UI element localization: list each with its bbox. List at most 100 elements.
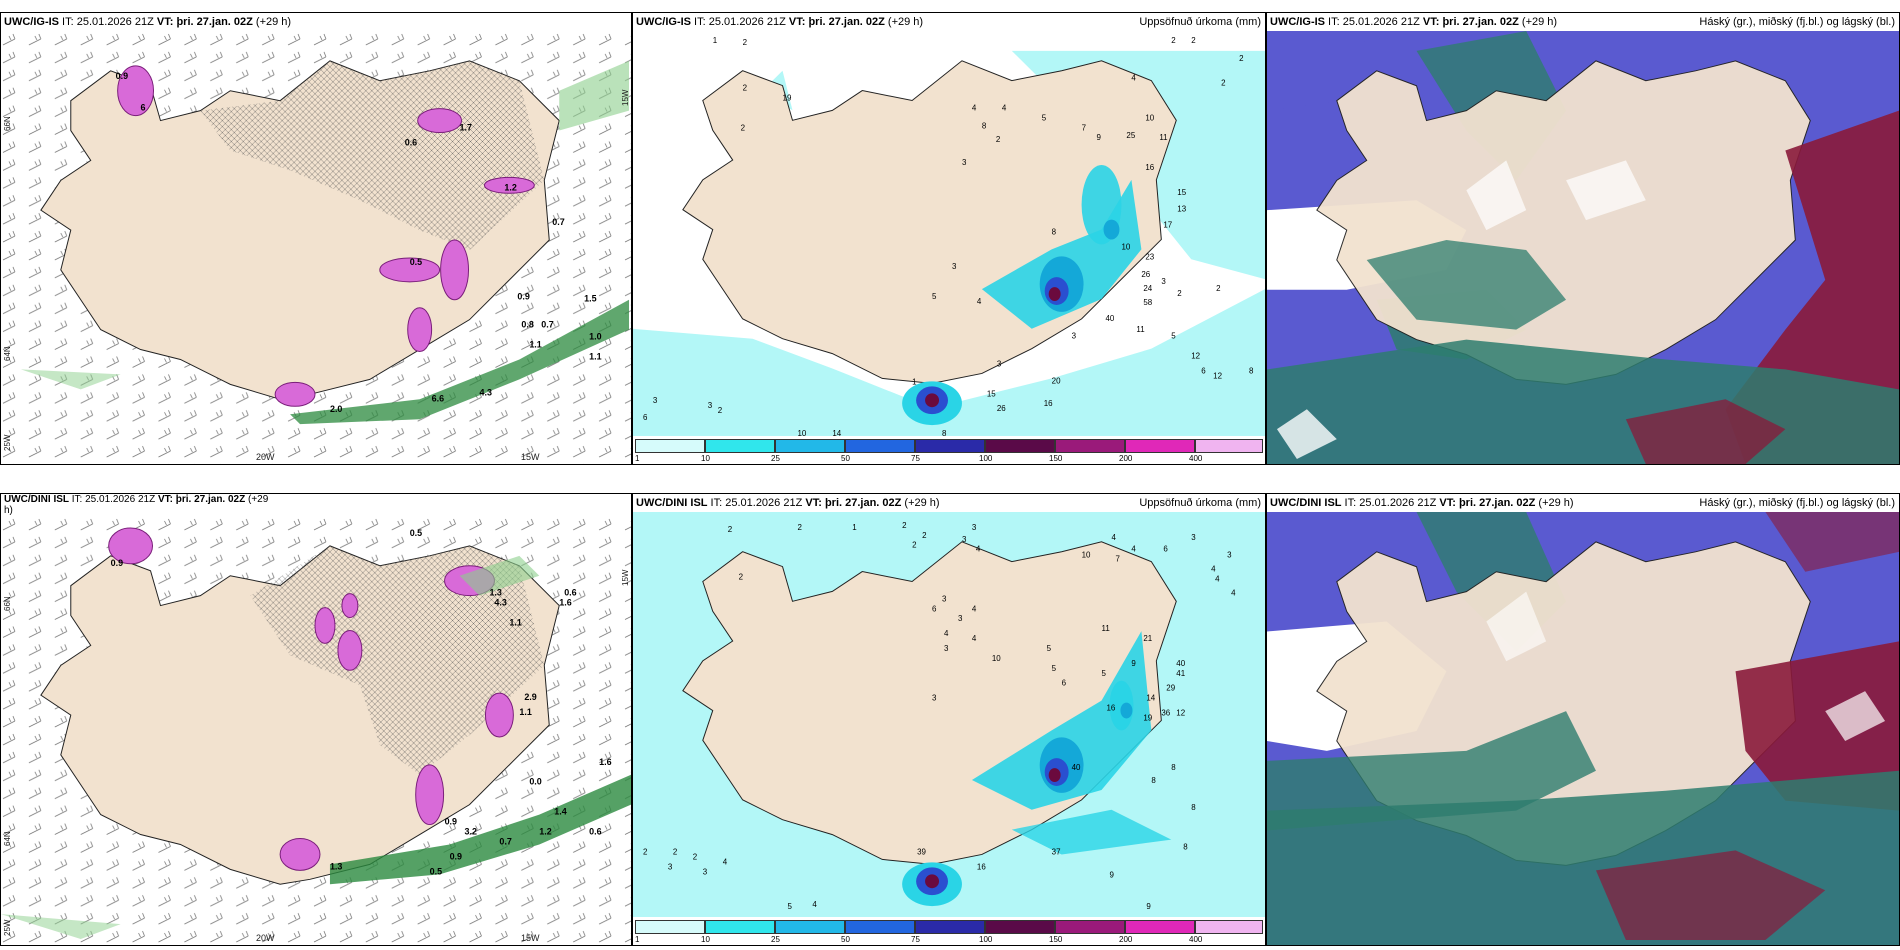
colorbar-tick: 200: [1119, 935, 1133, 944]
precip-map: 2 2 2 1 2 2 19 2 4 4 8 5 3 2 7 9 4 2 25 …: [633, 31, 1265, 436]
vt-label: VT:: [785, 16, 809, 28]
model-name: UWC/IG-IS: [4, 16, 59, 28]
init-time: 25.01.2026 21Z: [1359, 497, 1437, 509]
value-label: 2.0: [330, 404, 342, 414]
value-label: 1: [852, 523, 857, 532]
vt-label: VT:: [1436, 497, 1459, 509]
value-label: 0.5: [410, 257, 422, 267]
value-label: 3: [962, 158, 967, 167]
value-label: 3: [1191, 533, 1196, 542]
value-label: 4: [972, 604, 977, 613]
value-label: 8: [942, 429, 947, 436]
value-label: 9: [1146, 902, 1151, 911]
value-label: 4: [812, 900, 817, 909]
colorbar-swatch: [1195, 920, 1263, 934]
it-label: IT:: [707, 497, 726, 509]
value-label: 12: [1213, 371, 1222, 380]
value-label: 0.7: [552, 217, 564, 227]
value-label: 20: [1052, 376, 1061, 385]
value-label: 10: [1121, 242, 1130, 251]
value-label: 6: [141, 103, 146, 113]
lon-label: 15W: [521, 452, 540, 462]
it-label: IT:: [1325, 16, 1343, 28]
value-label: 1.4: [554, 807, 566, 817]
panel-dini-clouds: UWC/DINI ISL IT: 25.01.2026 21Z VT: þri.…: [1266, 493, 1900, 946]
it-label: IT:: [1341, 497, 1360, 509]
colorbar-tick: 150: [1049, 454, 1063, 463]
model-name: UWC/DINI ISL: [4, 494, 69, 505]
valid-time: þri. 27.jan. 02Z: [824, 497, 902, 509]
value-label: 1.2: [539, 827, 551, 837]
value-label: 0.6: [405, 137, 417, 147]
value-label: 10: [1082, 551, 1091, 560]
colorbar-tick: 75: [911, 935, 920, 944]
value-label: 4: [972, 103, 977, 112]
value-label: 1.1: [519, 707, 531, 717]
product-title: Háský (gr.), miðský (fj.bl.) og lágský (…: [1699, 16, 1895, 28]
value-label: 3: [962, 535, 967, 544]
value-label: 1.1: [509, 617, 521, 627]
panel-ig-is-clouds: UWC/IG-IS IT: 25.01.2026 21Z VT: þri. 27…: [1266, 12, 1900, 465]
value-label: 1.0: [589, 332, 601, 342]
value-label: 2: [902, 521, 907, 530]
value-label: 0.6: [564, 588, 576, 598]
value-label: 1.1: [589, 351, 601, 361]
value-label: 21: [1143, 634, 1152, 643]
value-label: 23: [1145, 252, 1154, 261]
value-label: 1.1: [529, 340, 541, 350]
value-label: 40: [1072, 763, 1081, 772]
value-label: 2: [643, 847, 648, 856]
wind-map: 0.5 0.9 1.3 0.6 1.6 1.1 2.9 1.1 0.9 1.4 …: [1, 516, 631, 945]
value-label: 40: [1106, 314, 1115, 323]
wind-map: 0.9 6 1.7 0.6 1.2 0.7 0.5 0.9 1.5 1.1 1.…: [1, 31, 631, 464]
it-label: IT:: [691, 16, 709, 28]
cloud-map: [1267, 512, 1899, 945]
model-name: UWC/IG-IS: [636, 16, 691, 28]
valid-time: þri. 27.jan. 02Z: [808, 16, 885, 28]
value-label: 1: [713, 36, 718, 45]
value-label: 2: [797, 523, 802, 532]
value-label: 8: [1151, 776, 1156, 785]
value-label: 2: [912, 541, 917, 550]
value-label: 3: [942, 594, 947, 603]
panel-header: UWC/DINI ISL IT: 25.01.2026 21Z VT: þri.…: [1267, 494, 1899, 512]
value-label: 16: [1145, 163, 1154, 172]
value-label: 0.9: [445, 817, 457, 827]
value-label: 2: [996, 135, 1001, 144]
value-label: 2: [1177, 289, 1182, 298]
colorbar-swatch: [985, 920, 1055, 934]
it-label: IT:: [69, 494, 86, 505]
value-label: 0.5: [410, 528, 422, 538]
map-area: 0.5 0.9 1.3 0.6 1.6 1.1 2.9 1.1 0.9 1.4 …: [1, 516, 631, 945]
lead-time: (+29 h): [252, 16, 292, 28]
lead-time: (+29 h): [884, 16, 924, 28]
panel-dini-wind: UWC/DINI ISL IT: 25.01.2026 21Z VT: þri.…: [0, 493, 632, 946]
colorbar-swatch: [705, 439, 775, 453]
lead-time-suffix: h): [4, 505, 13, 516]
value-label: 9: [1109, 870, 1114, 879]
colorbar-swatch: [635, 920, 705, 934]
value-label: 2: [741, 123, 746, 132]
lon-label: 20W: [256, 452, 275, 462]
value-label: 6: [1062, 679, 1067, 688]
value-label: 2: [673, 847, 678, 856]
value-label: 0.6: [589, 827, 601, 837]
colorbar-swatch: [1055, 920, 1125, 934]
value-label: 40: [1176, 659, 1185, 668]
value-label: 2: [718, 406, 723, 415]
value-label: 4: [976, 545, 981, 554]
init-time: 25.01.2026 21Z: [708, 16, 786, 28]
colorbar-tick: 10: [701, 935, 710, 944]
value-label: 6: [643, 413, 648, 422]
value-labels: 0.9 6 1.7 0.6 1.2 0.7 0.5 0.9 1.5 1.1 1.…: [116, 71, 602, 414]
panel-header: UWC/IG-IS IT: 25.01.2026 21Z VT: þri. 27…: [1267, 13, 1899, 31]
value-label: 8: [982, 121, 987, 130]
panel-ig-is-precip: UWC/IG-IS IT: 25.01.2026 21Z VT: þri. 27…: [632, 12, 1266, 465]
colorbar-tick: 400: [1189, 935, 1203, 944]
value-label: 4: [1131, 74, 1136, 83]
value-label: 7: [1082, 123, 1087, 132]
panel-header: UWC/IG-IS IT: 25.01.2026 21Z VT: þri. 27…: [1, 13, 631, 31]
value-label: 4: [1002, 103, 1007, 112]
value-label: 16: [1044, 399, 1053, 408]
value-label: 8: [1171, 763, 1176, 772]
